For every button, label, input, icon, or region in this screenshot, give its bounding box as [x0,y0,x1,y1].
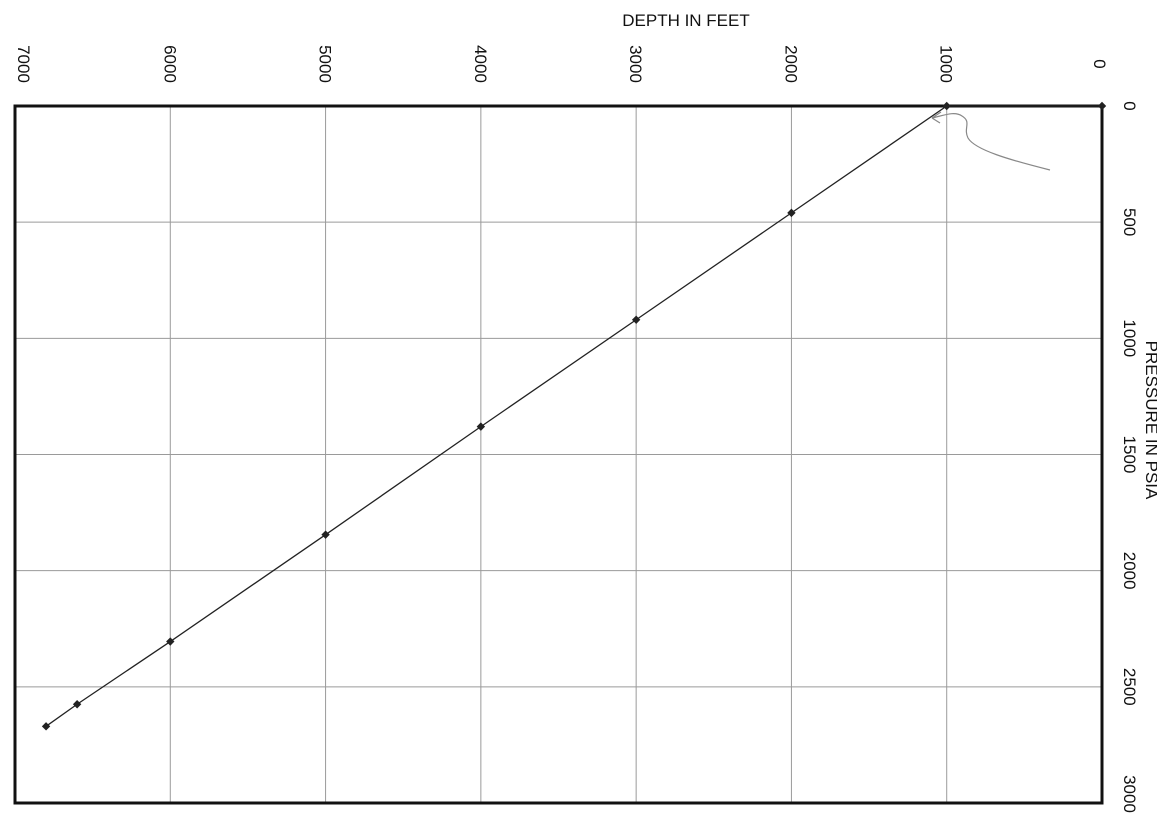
depth-tick-1000: 1000 [937,45,956,83]
depth-tick-6000: 6000 [160,45,179,83]
depth-tick-3000: 3000 [626,45,645,83]
pressure-tick-2500: 2500 [1120,668,1139,706]
pressure-tick-3000: 3000 [1120,775,1139,813]
depth-tick-2000: 2000 [781,45,800,83]
data-point-8 [41,722,51,731]
depth-tick-7000: 7000 [14,45,33,83]
handwritten-annotation-mark [931,111,1051,171]
data-point-3 [631,315,641,324]
depth-tick-5000: 5000 [316,45,335,83]
depth-tick-0: 0 [1090,59,1109,68]
y-axis-title: PRESSURE IN PSIA [1142,341,1157,500]
pressure-tick-0: 0 [1120,101,1139,110]
data-point-7 [72,700,82,709]
pressure-tick-1500: 1500 [1120,436,1139,474]
data-point-5 [321,530,330,539]
plot-frame [13,104,1104,805]
depth-tick-labels: 0 1000 2000 3000 4000 5000 6000 7000 [14,45,1109,83]
pressure-tick-1000: 1000 [1120,319,1139,357]
pressure-tick-2000: 2000 [1120,552,1139,590]
data-point-6 [166,637,175,646]
pressure-tick-labels: 0 500 1000 1500 2000 2500 3000 [1120,101,1139,813]
data-point-2 [787,208,796,218]
depth-tick-4000: 4000 [471,45,490,83]
x-axis-title: DEPTH IN FEET [622,11,750,30]
data-points [41,101,1107,731]
data-point-0 [1097,101,1107,111]
grid-lines [14,105,1103,804]
data-point-1 [942,101,951,111]
data-point-4 [476,422,486,431]
pressure-depth-line [45,105,1102,727]
pressure-tick-500: 500 [1120,208,1139,236]
